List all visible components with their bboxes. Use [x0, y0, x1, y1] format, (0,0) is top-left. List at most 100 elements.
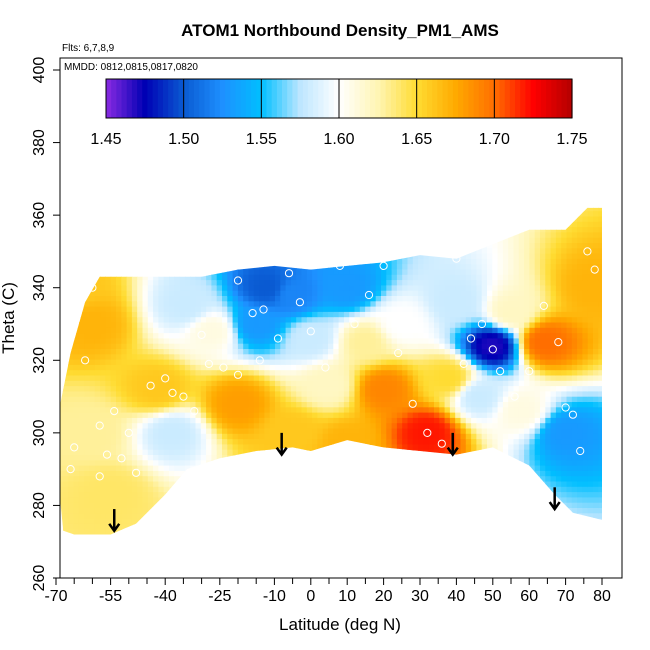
- heatmap-cell: [227, 407, 234, 414]
- heatmap-cell: [179, 364, 186, 371]
- heatmap-cell: [180, 535, 186, 541]
- heatmap-cell: [211, 433, 218, 440]
- heatmap-cell: [381, 274, 387, 281]
- heatmap-cell: [322, 380, 329, 387]
- heatmap-cell: [428, 290, 435, 297]
- heatmap-cell: [142, 391, 149, 398]
- heatmap-cell: [126, 248, 133, 255]
- heatmap-cell: [317, 232, 324, 239]
- heatmap-cell: [169, 364, 175, 371]
- heatmap-cell: [349, 513, 356, 520]
- heatmap-cell: [312, 535, 318, 541]
- heatmap-cell: [232, 248, 239, 255]
- heatmap-cell: [200, 412, 207, 419]
- heatmap-cell: [343, 232, 350, 239]
- heatmap-cell: [174, 486, 181, 493]
- heatmap-cell: [158, 455, 165, 461]
- heatmap-cell: [359, 290, 366, 297]
- heatmap-cell: [338, 269, 345, 276]
- heatmap-cell: [439, 407, 446, 414]
- heatmap-cell: [211, 285, 218, 292]
- heatmap-cell: [158, 518, 165, 525]
- heatmap-cell: [195, 508, 202, 514]
- heatmap-cell: [105, 338, 112, 345]
- heatmap-cell: [153, 296, 159, 302]
- heatmap-cell: [333, 375, 340, 382]
- heatmap-cell: [365, 354, 371, 361]
- heatmap-cell: [423, 497, 430, 504]
- heatmap-cell: [338, 486, 345, 493]
- heatmap-cell: [290, 455, 297, 461]
- heatmap-cell: [116, 444, 122, 451]
- heatmap-cell: [439, 359, 446, 366]
- heatmap-cell: [60, 227, 64, 233]
- heatmap-cell: [354, 221, 361, 228]
- heatmap-cell: [444, 476, 451, 483]
- heatmap-cell: [418, 476, 424, 483]
- heatmap-cell: [333, 396, 340, 403]
- heatmap-cell: [227, 428, 234, 435]
- heatmap-cell: [195, 232, 202, 239]
- heatmap-cell: [142, 237, 149, 244]
- heatmap-cell: [317, 216, 324, 223]
- heatmap-cell: [243, 349, 250, 355]
- heatmap-cell: [354, 280, 361, 286]
- heatmap-cell: [184, 280, 191, 286]
- heatmap-cell: [381, 465, 387, 472]
- heatmap-cell: [301, 264, 308, 271]
- heatmap-cell: [227, 523, 234, 530]
- heatmap-cell: [359, 513, 366, 520]
- heatmap-cell: [264, 343, 271, 350]
- heatmap-cell: [402, 423, 409, 430]
- heatmap-cell: [190, 455, 197, 461]
- heatmap-cell: [137, 364, 144, 371]
- heatmap-cell: [392, 535, 398, 541]
- heatmap-cell: [121, 470, 128, 477]
- heatmap-cell: [147, 444, 154, 451]
- heatmap-cell: [349, 465, 356, 472]
- heatmap-cell: [216, 455, 223, 461]
- heatmap-cell: [343, 333, 350, 339]
- heatmap-cell: [322, 444, 329, 451]
- heatmap-cell: [153, 207, 159, 212]
- heatmap-cell: [254, 201, 260, 207]
- heatmap-cell: [407, 508, 414, 514]
- heatmap-cell: [285, 349, 292, 355]
- heatmap-cell: [449, 407, 456, 414]
- heatmap-cell: [412, 349, 419, 355]
- heatmap-cell: [222, 232, 228, 239]
- heatmap-cell: [455, 221, 462, 228]
- heatmap-cell: [222, 391, 228, 398]
- heatmap-cell: [333, 359, 340, 366]
- heatmap-cell: [322, 301, 329, 308]
- heatmap-cell: [58, 201, 64, 207]
- heatmap-cell: [73, 391, 80, 398]
- heatmap-cell: [248, 301, 255, 308]
- heatmap-cell: [338, 370, 345, 377]
- heatmap-cell: [179, 237, 186, 244]
- heatmap-cell: [312, 508, 318, 514]
- heatmap-cell: [449, 476, 456, 483]
- heatmap-cell: [200, 280, 207, 286]
- heatmap-cell: [359, 258, 366, 265]
- heatmap-cell: [434, 285, 440, 292]
- heatmap-cell: [142, 486, 149, 493]
- heatmap-cell: [381, 428, 387, 435]
- heatmap-cell: [190, 513, 197, 520]
- heatmap-cell: [216, 354, 223, 361]
- heatmap-cell: [434, 311, 440, 318]
- heatmap-cell: [444, 486, 451, 493]
- heatmap-cell: [68, 412, 75, 419]
- heatmap-cell: [137, 221, 144, 228]
- heatmap-cell: [343, 343, 350, 350]
- heatmap-cell: [407, 455, 414, 461]
- heatmap-cell: [147, 476, 154, 483]
- heatmap-cell: [237, 513, 244, 520]
- heatmap-cell: [190, 386, 197, 392]
- heatmap-cell: [100, 359, 106, 366]
- heatmap-cell: [184, 296, 191, 302]
- heatmap-cell: [243, 375, 250, 382]
- heatmap-cell: [206, 455, 212, 461]
- heatmap-cell: [222, 508, 228, 514]
- heatmap-cell: [317, 343, 324, 350]
